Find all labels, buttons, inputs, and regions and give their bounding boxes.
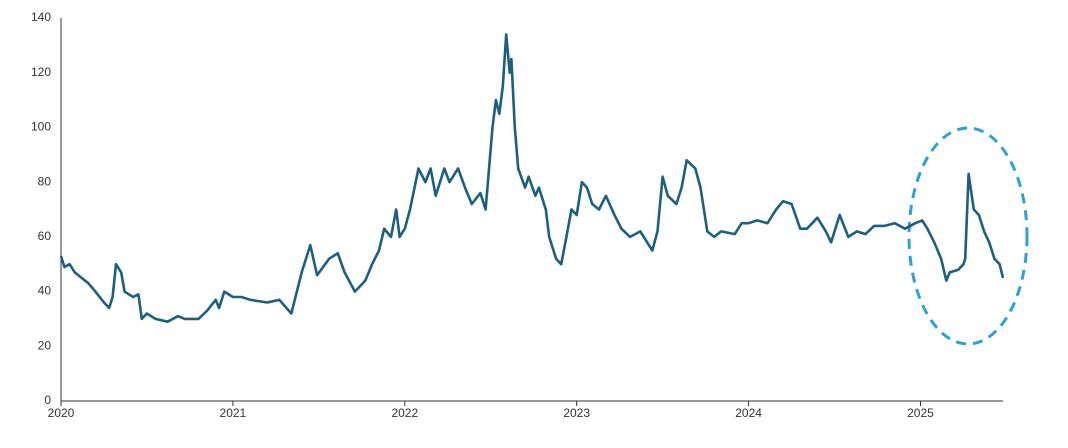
y-tick-label: 0	[44, 393, 51, 407]
x-tick-label: 2021	[220, 406, 247, 420]
y-tick-label: 100	[31, 120, 51, 134]
highlight-ellipse	[907, 126, 1029, 346]
y-tick-label: 40	[38, 284, 52, 298]
y-tick-label: 140	[31, 10, 51, 24]
y-tick-label: 20	[38, 338, 52, 352]
x-tick-label: 2024	[735, 406, 762, 420]
y-tick-label: 120	[31, 65, 51, 79]
x-tick-label: 2020	[48, 406, 75, 420]
x-tick-label: 2023	[563, 406, 590, 420]
line-series	[59, 33, 1005, 323]
x-tick-label: 2025	[907, 406, 934, 420]
y-tick-label: 60	[38, 229, 52, 243]
x-tick-label: 2022	[391, 406, 418, 420]
y-tick-label: 80	[38, 174, 52, 188]
